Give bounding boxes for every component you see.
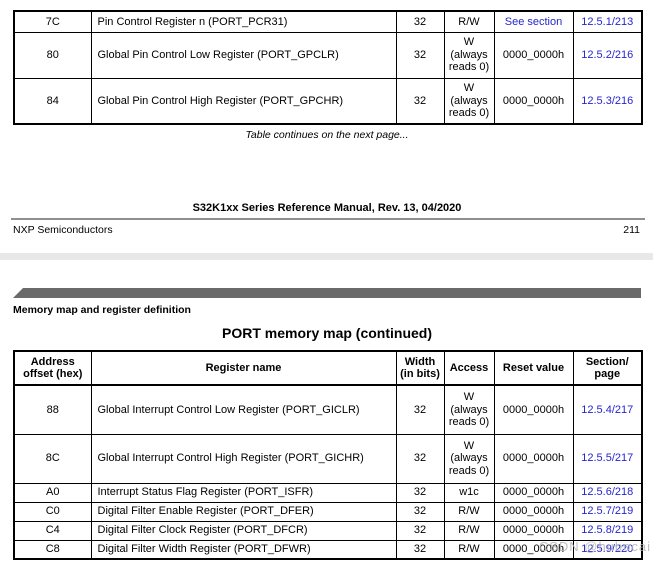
width-cell: 32 [395, 501, 445, 522]
access-cell: R/W [443, 520, 495, 541]
publisher-name: NXP Semiconductors [13, 224, 113, 236]
register-name-cell: Digital Filter Clock Register (PORT_DFCR… [90, 520, 397, 541]
page-number: 211 [623, 224, 640, 236]
address-offset-cell: 8C [13, 433, 92, 484]
width-cell: 32 [395, 77, 445, 125]
table-row: C4 Digital Filter Clock Register (PORT_D… [13, 520, 643, 541]
chapter-banner-bar [13, 288, 641, 298]
reset-value-cell: 0000_0000h [493, 384, 574, 435]
chapter-header: Memory map and register definition [13, 304, 191, 316]
width-header: Width (in bits) [395, 350, 445, 386]
register-name-cell: Global Pin Control Low Register (PORT_GP… [90, 31, 397, 79]
table-row: A0 Interrupt Status Flag Register (PORT_… [13, 482, 643, 503]
port-memory-map-table-top-fragment: 7C Pin Control Register n (PORT_PCR31) 3… [13, 10, 643, 125]
reset-value-header: Reset value [493, 350, 574, 386]
register-name-cell: Global Pin Control High Register (PORT_G… [90, 77, 397, 125]
table-header-row: Address offset (hex) Register name Width… [13, 350, 643, 386]
table-row: 88 Global Interrupt Control Low Register… [13, 384, 643, 435]
section-page-link[interactable]: 12.5.9/220 [572, 539, 643, 560]
document-footer-title: S32K1xx Series Reference Manual, Rev. 13… [192, 202, 462, 214]
register-name-cell: Global Interrupt Control Low Register (P… [90, 384, 397, 435]
access-cell: W (always reads 0) [443, 433, 495, 484]
address-offset-cell: C4 [13, 520, 92, 541]
reset-value-cell: 0000_0000h [493, 520, 574, 541]
address-offset-cell: A0 [13, 482, 92, 503]
access-cell: R/W [443, 10, 495, 33]
table-row: C0 Digital Filter Enable Register (PORT_… [13, 501, 643, 522]
address-offset-cell: C0 [13, 501, 92, 522]
register-name-header: Register name [90, 350, 397, 386]
reset-value-link[interactable]: See section [493, 10, 574, 33]
access-header: Access [443, 350, 495, 386]
reset-value-cell: 0000_0000h [493, 77, 574, 125]
section-page-link[interactable]: 12.5.6/218 [572, 482, 643, 503]
register-name-cell: Interrupt Status Flag Register (PORT_ISF… [90, 482, 397, 503]
reset-value-cell: 0000_0000h [493, 539, 574, 560]
access-cell: w1c [443, 482, 495, 503]
width-cell: 32 [395, 539, 445, 560]
page-separator [0, 253, 653, 260]
width-cell: 32 [395, 10, 445, 33]
access-cell: W (always reads 0) [443, 77, 495, 125]
address-offset-cell: 88 [13, 384, 92, 435]
csdn-watermark: CSDN @hubocai [538, 539, 651, 554]
width-cell: 32 [395, 384, 445, 435]
reset-value-cell: 0000_0000h [493, 482, 574, 503]
section-page-link[interactable]: 12.5.2/216 [572, 31, 643, 79]
address-offset-cell: C8 [13, 539, 92, 560]
address-offset-header: Address offset (hex) [13, 350, 92, 386]
port-memory-map-table-continued: Address offset (hex) Register name Width… [13, 350, 643, 560]
address-offset-cell: 80 [13, 31, 92, 79]
width-cell: 32 [395, 31, 445, 79]
section-page-link[interactable]: 12.5.8/219 [572, 520, 643, 541]
access-cell: R/W [443, 539, 495, 560]
table-row: 80 Global Pin Control Low Register (PORT… [13, 31, 643, 79]
width-cell: 32 [395, 482, 445, 503]
reset-value-cell: 0000_0000h [493, 31, 574, 79]
table-continuation-note: Table continues on the next page... [245, 129, 409, 141]
table-row: 7C Pin Control Register n (PORT_PCR31) 3… [13, 10, 643, 33]
table-row: 8C Global Interrupt Control High Registe… [13, 433, 643, 484]
width-cell: 32 [395, 520, 445, 541]
address-offset-cell: 84 [13, 77, 92, 125]
reset-value-cell: 0000_0000h [493, 433, 574, 484]
footer-divider [11, 218, 645, 220]
table-title: PORT memory map (continued) [221, 325, 433, 341]
section-page-link[interactable]: 12.5.1/213 [572, 10, 643, 33]
reset-value-cell: 0000_0000h [493, 501, 574, 522]
register-name-cell: Pin Control Register n (PORT_PCR31) [90, 10, 397, 33]
section-page-link[interactable]: 12.5.4/217 [572, 384, 643, 435]
address-offset-cell: 7C [13, 10, 92, 33]
table-row: C8 Digital Filter Width Register (PORT_D… [13, 539, 643, 560]
section-page-link[interactable]: 12.5.3/216 [572, 77, 643, 125]
table-row: 84 Global Pin Control High Register (POR… [13, 77, 643, 125]
access-cell: W (always reads 0) [443, 384, 495, 435]
section-page-header: Section/ page [572, 350, 643, 386]
access-cell: R/W [443, 501, 495, 522]
register-name-cell: Digital Filter Enable Register (PORT_DFE… [90, 501, 397, 522]
section-page-link[interactable]: 12.5.5/217 [572, 433, 643, 484]
section-page-link[interactable]: 12.5.7/219 [572, 501, 643, 522]
register-name-cell: Global Interrupt Control High Register (… [90, 433, 397, 484]
access-cell: W (always reads 0) [443, 31, 495, 79]
width-cell: 32 [395, 433, 445, 484]
register-name-cell: Digital Filter Width Register (PORT_DFWR… [90, 539, 397, 560]
